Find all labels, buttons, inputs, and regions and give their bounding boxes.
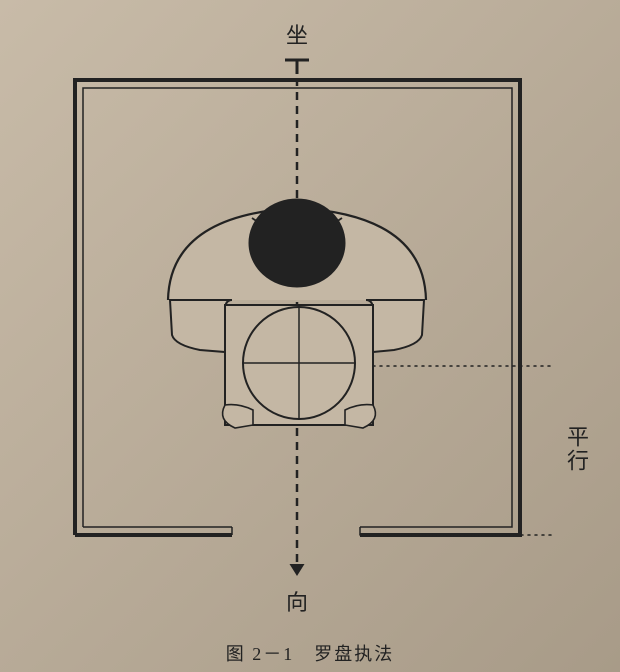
label-bottom: 向 [286,585,308,617]
label-right: 平行 [560,425,592,473]
diagram-page: 坐 向 平行 图 2－1 罗盘执法 [0,0,620,672]
diagram-svg [0,0,620,672]
label-top: 坐 [286,18,308,50]
figure-caption: 图 2－1 罗盘执法 [0,640,620,666]
